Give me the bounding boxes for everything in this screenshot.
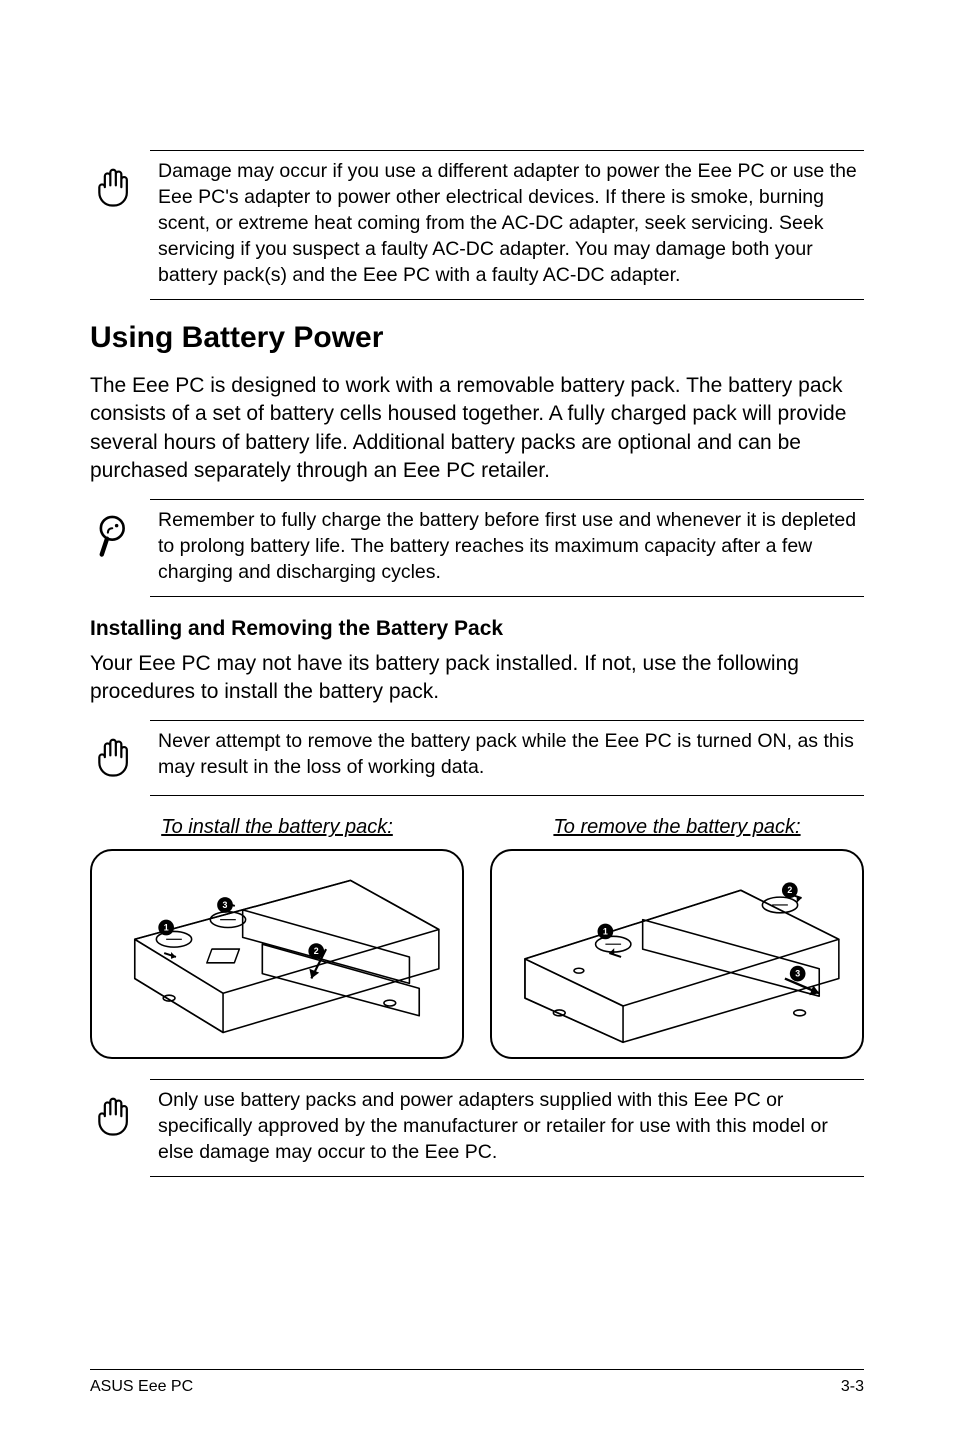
diagram-remove: To remove the battery pack: xyxy=(490,814,864,1059)
note-oem-warning: Only use battery packs and power adapter… xyxy=(150,1079,864,1177)
note-text: Damage may occur if you use a different … xyxy=(158,159,864,289)
paragraph-battery-intro: The Eee PC is designed to work with a re… xyxy=(90,372,864,485)
hand-icon xyxy=(90,159,138,215)
diagram-install: To install the battery pack: xyxy=(90,814,464,1059)
paragraph-install-intro: Your Eee PC may not have its battery pac… xyxy=(90,650,864,707)
svg-text:1: 1 xyxy=(164,923,169,933)
svg-text:2: 2 xyxy=(787,886,792,896)
svg-text:3: 3 xyxy=(223,900,228,910)
svg-text:3: 3 xyxy=(795,969,800,979)
svg-text:2: 2 xyxy=(314,946,319,956)
diagram-install-box: 1 2 3 xyxy=(90,849,464,1059)
hand-icon xyxy=(90,1088,138,1144)
footer-page-number: 3-3 xyxy=(841,1376,864,1398)
page-footer: ASUS Eee PC 3-3 xyxy=(90,1369,864,1398)
diagram-caption-install: To install the battery pack: xyxy=(90,814,464,841)
diagram-caption-remove: To remove the battery pack: xyxy=(490,814,864,841)
hand-icon xyxy=(90,729,138,785)
heading-battery-power: Using Battery Power xyxy=(90,318,864,359)
note-remove-warning: Never attempt to remove the battery pack… xyxy=(150,720,864,796)
diagram-row: To install the battery pack: xyxy=(90,814,864,1059)
note-text: Remember to fully charge the battery bef… xyxy=(158,508,864,586)
footer-product: ASUS Eee PC xyxy=(90,1376,193,1398)
note-text: Never attempt to remove the battery pack… xyxy=(158,729,864,781)
magnifier-tip-icon xyxy=(90,508,138,562)
svg-text:1: 1 xyxy=(603,927,608,937)
note-adapter-warning: Damage may occur if you use a different … xyxy=(150,150,864,300)
diagram-remove-box: 1 2 3 xyxy=(490,849,864,1059)
note-charge-tip: Remember to fully charge the battery bef… xyxy=(150,499,864,597)
note-text: Only use battery packs and power adapter… xyxy=(158,1088,864,1166)
subheading-install-remove: Installing and Removing the Battery Pack xyxy=(90,615,864,643)
